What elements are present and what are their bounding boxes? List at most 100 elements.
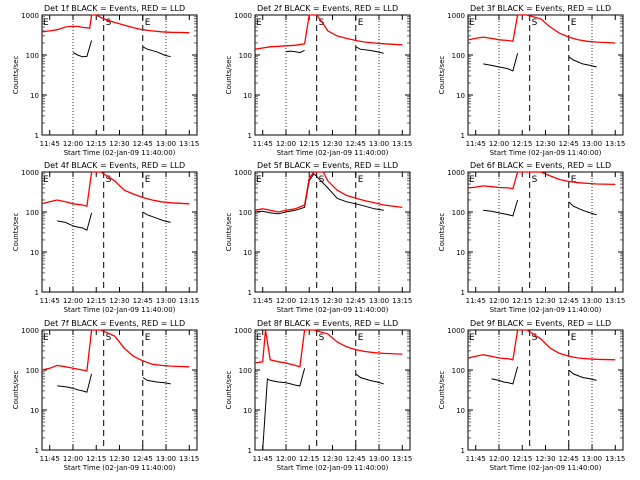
panel-title: Det 8f BLACK = Events, RED = LLD (257, 319, 398, 328)
lld-series-line (41, 171, 190, 208)
x-tick-label: 13:00 (369, 140, 389, 148)
x-axis-label: Start Time (02-Jan-09 11:40:00) (277, 149, 389, 157)
x-tick-label: 12:45 (559, 455, 579, 463)
lld-series-line (254, 329, 403, 368)
x-tick-label: 13:00 (156, 297, 176, 305)
x-tick-label: 13:15 (179, 140, 199, 148)
panel-title: Det 9f BLACK = Events, RED = LLD (470, 319, 611, 328)
left-edge-label: E (256, 18, 262, 28)
y-tick-label: 1 (461, 132, 465, 140)
detector-panel: Det 9f BLACK = Events, RED = LLD 1 10 100 10… (438, 319, 625, 472)
x-tick-label: 13:00 (369, 455, 389, 463)
x-axis-label: Start Time (02-Jan-09 11:40:00) (277, 464, 389, 472)
x-tick-label: 12:45 (559, 140, 579, 148)
y-axis-label: Counts/sec (225, 56, 233, 95)
x-tick-label: 12:00 (276, 140, 296, 148)
x-tick-label: 11:45 (40, 140, 60, 148)
panel-title: Det 5f BLACK = Events, RED = LLD (257, 161, 398, 170)
end-marker-label: E (358, 175, 364, 185)
y-tick-label: 100 (239, 367, 252, 375)
x-tick-label: 12:30 (109, 455, 129, 463)
y-tick-label: 1 (248, 447, 252, 455)
events-series-line (262, 368, 384, 451)
lld-series-line (254, 14, 403, 50)
y-tick-label: 10 (243, 249, 252, 257)
x-axis-label: Start Time (02-Jan-09 11:40:00) (490, 464, 602, 472)
y-tick-label: 10 (456, 407, 465, 415)
start-marker-label: S (106, 333, 112, 343)
y-tick-label: 1 (461, 289, 465, 297)
y-tick-label: 100 (239, 52, 252, 60)
end-marker-label: E (571, 18, 577, 28)
x-tick-label: 12:00 (276, 455, 296, 463)
left-edge-label: E (469, 175, 475, 185)
start-marker-label: S (319, 333, 325, 343)
detector-panel: Det 3f BLACK = Events, RED = LLD 1 10 100 10… (438, 4, 625, 157)
y-axis-label: Counts/sec (12, 56, 20, 95)
panel-title: Det 2f BLACK = Events, RED = LLD (257, 4, 398, 13)
detector-panel: Det 4f BLACK = Events, RED = LLD 1 10 100 10… (12, 161, 199, 314)
y-axis-label: Counts/sec (12, 213, 20, 252)
plot-frame (41, 171, 198, 293)
y-tick-label: 100 (239, 209, 252, 217)
plot-frame (41, 329, 198, 451)
x-tick-label: 13:00 (582, 455, 602, 463)
plot-frame (254, 171, 411, 293)
start-marker-label: S (532, 18, 538, 28)
x-tick-label: 13:15 (179, 455, 199, 463)
lld-series-line (41, 14, 190, 34)
x-tick-label: 12:30 (535, 455, 555, 463)
x-tick-label: 12:00 (63, 297, 83, 305)
lld-series-line (467, 171, 616, 190)
left-edge-label: E (43, 18, 49, 28)
events-series-line (254, 173, 384, 215)
lld-series-line (467, 14, 616, 44)
detector-panel: Det 5f BLACK = Events, RED = LLD 1 10 100 10… (225, 161, 412, 314)
x-tick-label: 12:45 (133, 140, 153, 148)
events-series-line (491, 366, 597, 385)
y-tick-label: 1 (461, 447, 465, 455)
detector-panel: Det 8f BLACK = Events, RED = LLD 1 10 100 10… (225, 319, 412, 472)
y-tick-label: 1000 (234, 327, 252, 335)
y-tick-label: 1000 (234, 169, 252, 177)
detector-panel: Det 2f BLACK = Events, RED = LLD 1 10 100 10… (225, 4, 412, 157)
left-edge-label: E (256, 333, 262, 343)
x-tick-label: 12:45 (133, 297, 153, 305)
x-tick-label: 13:00 (156, 140, 176, 148)
end-marker-label: E (145, 333, 151, 343)
x-tick-label: 13:15 (179, 297, 199, 305)
y-axis-label: Counts/sec (438, 213, 446, 252)
x-tick-label: 12:15 (86, 140, 106, 148)
x-tick-label: 11:45 (253, 455, 273, 463)
y-tick-label: 10 (456, 249, 465, 257)
x-axis-label: Start Time (02-Jan-09 11:40:00) (64, 464, 176, 472)
events-series-line (483, 53, 597, 72)
end-marker-label: E (145, 18, 151, 28)
x-tick-label: 12:45 (346, 140, 366, 148)
start-marker-label: S (532, 175, 538, 185)
y-tick-label: 10 (243, 92, 252, 100)
x-tick-label: 13:15 (392, 297, 412, 305)
x-tick-label: 13:15 (605, 455, 625, 463)
left-edge-label: E (256, 175, 262, 185)
x-tick-label: 12:30 (535, 297, 555, 305)
detector-panel: Det 1f BLACK = Events, RED = LLD 1 10 100 10… (12, 4, 199, 157)
start-marker-label: S (106, 18, 112, 28)
x-tick-label: 13:00 (156, 455, 176, 463)
start-marker-label: S (532, 333, 538, 343)
x-tick-label: 12:30 (322, 140, 342, 148)
x-tick-label: 12:15 (512, 140, 532, 148)
x-tick-label: 13:00 (369, 297, 389, 305)
events-series-line (57, 211, 171, 231)
end-marker-label: E (145, 175, 151, 185)
x-tick-label: 12:30 (322, 297, 342, 305)
x-tick-label: 12:15 (512, 297, 532, 305)
x-tick-label: 13:15 (392, 455, 412, 463)
events-series-line (72, 40, 171, 58)
x-tick-label: 12:30 (322, 455, 342, 463)
y-tick-label: 1000 (21, 169, 39, 177)
left-edge-label: E (469, 18, 475, 28)
x-tick-label: 11:45 (40, 455, 60, 463)
y-tick-label: 1000 (234, 12, 252, 20)
lld-series-line (467, 329, 616, 361)
